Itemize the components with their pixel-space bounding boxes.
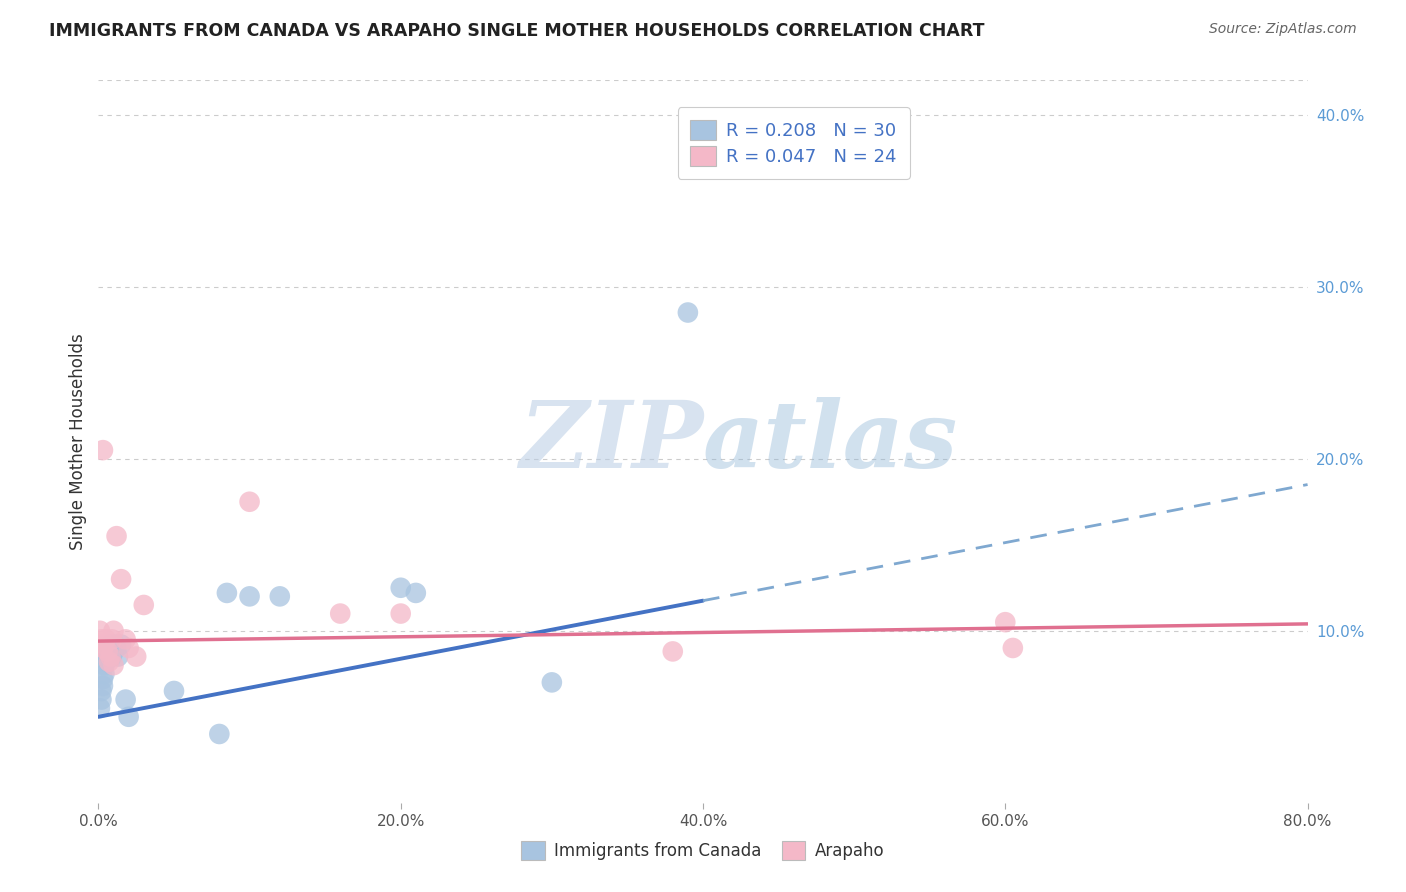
Text: IMMIGRANTS FROM CANADA VS ARAPAHO SINGLE MOTHER HOUSEHOLDS CORRELATION CHART: IMMIGRANTS FROM CANADA VS ARAPAHO SINGLE… (49, 22, 984, 40)
Point (91, 640, 114, 655)
Point (90, 684, 112, 698)
Text: ZIP: ZIP (519, 397, 703, 486)
Point (96, 644, 118, 658)
Point (94, 632, 117, 647)
Point (114, 692, 136, 706)
Point (1001, 640, 1024, 655)
Point (107, 649, 129, 664)
Point (125, 649, 148, 664)
Point (994, 615, 1017, 630)
Text: Source: ZipAtlas.com: Source: ZipAtlas.com (1209, 22, 1357, 37)
Point (389, 581, 412, 595)
Point (91, 672, 114, 686)
Point (105, 640, 128, 655)
Point (132, 598, 155, 612)
Point (389, 607, 412, 621)
Point (105, 529, 128, 543)
Legend: Immigrants from Canada, Arapaho: Immigrants from Canada, Arapaho (515, 835, 891, 867)
Point (104, 638, 127, 652)
Point (94, 649, 117, 664)
Text: atlas: atlas (703, 397, 959, 486)
Point (239, 590, 262, 604)
Point (91, 443, 114, 458)
Point (103, 624, 125, 638)
Point (215, 586, 238, 600)
Point (110, 572, 132, 586)
Point (329, 607, 352, 621)
Point (118, 640, 141, 655)
Point (114, 632, 136, 647)
Point (93, 638, 115, 652)
Point (100, 649, 122, 664)
Point (93, 658, 115, 673)
Point (89, 624, 111, 638)
Point (103, 644, 125, 658)
Point (98, 640, 121, 655)
Point (89, 701, 111, 715)
Point (91, 679, 114, 693)
Point (98, 655, 121, 669)
Point (96, 644, 118, 658)
Point (94, 655, 117, 669)
Point (100, 638, 122, 652)
Point (101, 649, 124, 664)
Point (101, 632, 124, 647)
Point (98, 646, 121, 660)
Point (540, 675, 562, 690)
Point (405, 586, 427, 600)
Point (239, 494, 262, 508)
Y-axis label: Single Mother Households: Single Mother Households (69, 334, 87, 549)
Point (118, 710, 141, 724)
Point (661, 644, 683, 658)
Point (269, 590, 291, 604)
Point (93, 666, 115, 681)
Point (110, 638, 132, 652)
Point (163, 684, 186, 698)
Point (90, 692, 112, 706)
Point (90, 632, 112, 647)
Point (103, 658, 125, 673)
Point (676, 305, 699, 319)
Point (208, 727, 231, 741)
